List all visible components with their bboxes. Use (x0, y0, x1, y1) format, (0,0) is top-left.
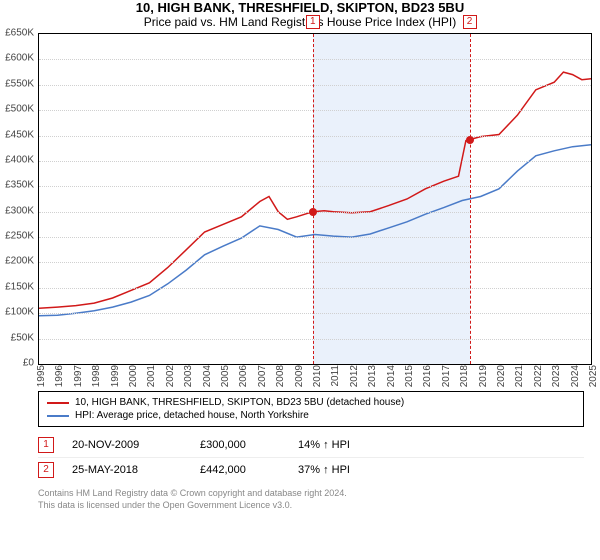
x-tick-label: 2008 (275, 365, 286, 387)
y-tick-label: £600K (5, 53, 34, 64)
x-tick-label: 1999 (110, 365, 121, 387)
y-tick-label: £450K (5, 129, 34, 140)
gridline (39, 161, 591, 162)
price-chart: £0£50K£100K£150K£200K£250K£300K£350K£400… (38, 33, 590, 365)
transaction-delta: 14% ↑ HPI (298, 439, 350, 451)
x-tick-label: 2000 (128, 365, 139, 387)
legend-swatch (47, 415, 69, 417)
x-tick-label: 2014 (386, 365, 397, 387)
x-tick-label: 2022 (533, 365, 544, 387)
transaction-index: 2 (38, 462, 54, 478)
gridline (39, 313, 591, 314)
transaction-row: 1 20-NOV-2009 £300,000 14% ↑ HPI (38, 433, 584, 458)
x-tick-label: 2016 (422, 365, 433, 387)
series-line-hpi (39, 145, 591, 316)
transaction-date: 25-MAY-2018 (72, 464, 182, 476)
x-tick-label: 2023 (551, 365, 562, 387)
transaction-price: £442,000 (200, 464, 280, 476)
footer-line-1: Contains HM Land Registry data © Crown c… (38, 488, 584, 500)
footer-text: Contains HM Land Registry data © Crown c… (38, 488, 584, 511)
x-tick-label: 1997 (73, 365, 84, 387)
x-tick-label: 2005 (220, 365, 231, 387)
marker-line (313, 34, 314, 364)
x-tick-label: 1998 (91, 365, 102, 387)
x-tick-label: 2009 (294, 365, 305, 387)
x-tick-label: 2025 (588, 365, 599, 387)
y-tick-label: £150K (5, 281, 34, 292)
y-tick-label: £500K (5, 104, 34, 115)
x-tick-label: 2006 (238, 365, 249, 387)
y-tick-label: £50K (11, 332, 34, 343)
x-tick-label: 1996 (54, 365, 65, 387)
footer-line-2: This data is licensed under the Open Gov… (38, 500, 584, 512)
x-tick-label: 2004 (202, 365, 213, 387)
plot-area (38, 33, 592, 365)
series-line-property (39, 72, 591, 308)
x-tick-label: 2011 (330, 365, 341, 387)
gridline (39, 186, 591, 187)
x-tick-label: 2013 (367, 365, 378, 387)
x-tick-label: 2002 (165, 365, 176, 387)
marker-box: 1 (306, 15, 320, 29)
x-tick-label: 2015 (404, 365, 415, 387)
x-tick-label: 2007 (257, 365, 268, 387)
legend-swatch (47, 402, 69, 404)
gridline (39, 110, 591, 111)
x-tick-label: 2020 (496, 365, 507, 387)
y-tick-label: £250K (5, 231, 34, 242)
gridline (39, 237, 591, 238)
marker-line (470, 34, 471, 364)
y-tick-label: £550K (5, 78, 34, 89)
x-tick-label: 2024 (570, 365, 581, 387)
transaction-price: £300,000 (200, 439, 280, 451)
gridline (39, 288, 591, 289)
legend-item: 10, HIGH BANK, THRESHFIELD, SKIPTON, BD2… (47, 396, 575, 409)
x-tick-label: 2012 (349, 365, 360, 387)
x-tick-label: 2021 (514, 365, 525, 387)
page-subtitle: Price paid vs. HM Land Registry's House … (0, 15, 600, 29)
gridline (39, 262, 591, 263)
x-tick-label: 2010 (312, 365, 323, 387)
x-tick-label: 2017 (441, 365, 452, 387)
x-tick-label: 2001 (146, 365, 157, 387)
x-tick-label: 1995 (36, 365, 47, 387)
transactions-table: 1 20-NOV-2009 £300,000 14% ↑ HPI 2 25-MAY-201… (38, 433, 584, 482)
gridline (39, 339, 591, 340)
sale-point (309, 208, 317, 216)
sale-point (466, 136, 474, 144)
y-tick-label: £300K (5, 205, 34, 216)
y-tick-label: £350K (5, 180, 34, 191)
legend-label: 10, HIGH BANK, THRESHFIELD, SKIPTON, BD2… (75, 397, 404, 408)
y-tick-label: £200K (5, 256, 34, 267)
transaction-row: 2 25-MAY-2018 £442,000 37% ↑ HPI (38, 458, 584, 482)
transaction-delta: 37% ↑ HPI (298, 464, 350, 476)
gridline (39, 59, 591, 60)
gridline (39, 136, 591, 137)
legend-item: HPI: Average price, detached house, Nort… (47, 409, 575, 422)
chart-lines (39, 34, 591, 364)
gridline (39, 85, 591, 86)
marker-box: 2 (463, 15, 477, 29)
x-tick-label: 2018 (459, 365, 470, 387)
y-tick-label: £100K (5, 307, 34, 318)
x-tick-label: 2019 (478, 365, 489, 387)
page-title: 10, HIGH BANK, THRESHFIELD, SKIPTON, BD2… (0, 0, 600, 15)
x-tick-label: 2003 (183, 365, 194, 387)
transaction-date: 20-NOV-2009 (72, 439, 182, 451)
y-tick-label: £650K (5, 28, 34, 39)
legend-label: HPI: Average price, detached house, Nort… (75, 410, 309, 421)
y-tick-label: £400K (5, 154, 34, 165)
transaction-index: 1 (38, 437, 54, 453)
legend: 10, HIGH BANK, THRESHFIELD, SKIPTON, BD2… (38, 391, 584, 427)
y-tick-label: £0 (23, 358, 34, 369)
